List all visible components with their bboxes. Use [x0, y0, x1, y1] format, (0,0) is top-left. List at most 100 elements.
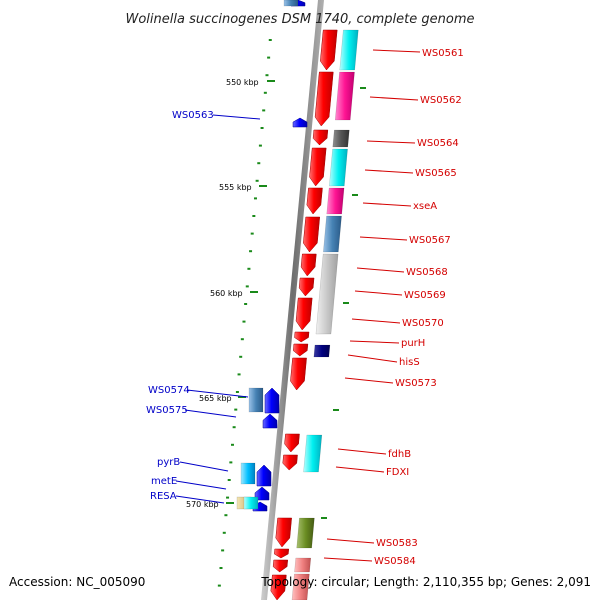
gene-arrow[interactable] [300, 253, 317, 277]
gene-arrow[interactable] [272, 559, 289, 573]
cog-box [323, 215, 342, 253]
gene-label[interactable]: WS0561 [422, 48, 464, 59]
gene-arrow[interactable] [270, 574, 287, 601]
gene-arrow[interactable] [290, 357, 307, 391]
leader-line [372, 49, 421, 53]
leader-line [179, 461, 229, 472]
gene-label[interactable]: WS0567 [409, 235, 451, 246]
gene-label[interactable]: fdhB [388, 449, 411, 460]
cog-box [315, 253, 339, 335]
gene-label[interactable]: metE [151, 476, 177, 487]
gene-label[interactable]: RESA [150, 491, 177, 502]
gene-label[interactable]: WS0569 [404, 290, 446, 301]
leader-line [364, 169, 414, 174]
cog-box [240, 462, 256, 485]
gene-label[interactable]: hisS [399, 357, 420, 368]
gene-label[interactable]: WS0584 [374, 556, 416, 567]
leader-line [212, 114, 261, 120]
gene-label[interactable]: xseA [413, 201, 437, 212]
cog-category-boxes [291, 29, 359, 601]
gene-arrow[interactable] [254, 486, 270, 501]
genome-backbone [261, 0, 324, 600]
leader-line [369, 96, 419, 101]
leader-line [175, 495, 225, 504]
gene-label[interactable]: WS0568 [406, 267, 448, 278]
leader-line [186, 389, 249, 398]
gene-arrow[interactable] [294, 331, 310, 343]
gene-label[interactable]: WS0562 [420, 95, 462, 106]
gene-label[interactable]: WS0575 [146, 405, 188, 416]
gene-arrow[interactable] [284, 433, 300, 453]
gene-arrow[interactable] [303, 216, 321, 253]
scale-labels: 550 kbp 555 kbp 560 kbp 565 kbp 570 kbp [186, 78, 259, 509]
leader-line [359, 236, 408, 241]
gene-arrow[interactable] [282, 454, 298, 471]
gene-label[interactable]: WS0583 [376, 538, 418, 549]
leader-line [184, 409, 237, 418]
scale-label: 565 kbp [199, 394, 232, 403]
accession-text: Accession: NC_005090 [9, 575, 145, 589]
scale-label: 550 kbp [226, 78, 259, 87]
gene-arrow[interactable] [274, 548, 290, 559]
gene-label[interactable]: WS0570 [402, 318, 444, 329]
gene-label[interactable]: WS0565 [415, 168, 457, 179]
cog-box [328, 148, 348, 187]
gene-arrow[interactable] [295, 297, 313, 331]
leader-line [366, 140, 416, 144]
scale-ticks [217, 39, 366, 587]
cog-box [313, 344, 331, 358]
cog-box [283, 0, 299, 7]
gene-arrow[interactable] [264, 387, 280, 414]
leader-line [335, 466, 385, 473]
gene-arrow[interactable] [275, 517, 292, 548]
gene-label[interactable]: WS0574 [148, 385, 190, 396]
gene-arrow[interactable] [256, 464, 272, 487]
leader-line [326, 538, 375, 544]
scale-label: 560 kbp [210, 289, 243, 298]
gene-arrow[interactable] [298, 277, 315, 297]
leader-line [323, 557, 373, 562]
gene-arrow[interactable] [312, 129, 329, 146]
gene-label[interactable]: WS0573 [395, 378, 437, 389]
cog-box [339, 29, 359, 71]
leader-line [337, 448, 387, 455]
forward-strand-cds [270, 29, 338, 601]
leader-line [356, 267, 405, 273]
cog-box [294, 557, 312, 573]
label-leader-lines [175, 49, 421, 562]
reverse-gene-labels: WS0563 WS0574 WS0575 pyrB metE RESA [146, 110, 214, 502]
gene-arrow[interactable] [306, 187, 323, 215]
cog-box [303, 434, 323, 473]
cog-box [334, 71, 355, 121]
leader-line [349, 340, 400, 344]
forward-gene-labels: WS0561 WS0562 WS0564 WS0565 xseA WS0567 … [374, 48, 464, 567]
cog-box [248, 387, 264, 413]
gene-arrow[interactable] [293, 343, 309, 357]
gene-label[interactable]: pyrB [157, 457, 180, 468]
cog-box [332, 129, 350, 148]
gene-arrow[interactable] [314, 71, 334, 127]
leader-line [344, 377, 394, 384]
scale-label: 570 kbp [186, 500, 219, 509]
gene-arrow[interactable] [309, 147, 327, 187]
reverse-strand-cds [236, 0, 308, 512]
leader-line [354, 290, 403, 296]
gene-arrow[interactable] [320, 29, 338, 71]
gene-label[interactable]: FDXI [386, 467, 409, 478]
leader-line [175, 480, 227, 490]
gene-arrow[interactable] [292, 117, 308, 128]
cog-box [326, 187, 345, 215]
leader-line [347, 354, 398, 363]
gene-arrow[interactable] [262, 413, 278, 429]
topology-text: Topology: circular; Length: 2,110,355 bp… [260, 575, 591, 589]
map-title: Wolinella succinogenes DSM 1740, complet… [125, 12, 474, 27]
cog-box [296, 517, 315, 549]
leader-line [351, 318, 401, 324]
gene-label[interactable]: WS0564 [417, 138, 459, 149]
gene-label[interactable]: purH [401, 338, 425, 349]
cog-box [243, 496, 259, 510]
gene-label[interactable]: WS0563 [172, 110, 214, 121]
leader-line [362, 202, 412, 207]
